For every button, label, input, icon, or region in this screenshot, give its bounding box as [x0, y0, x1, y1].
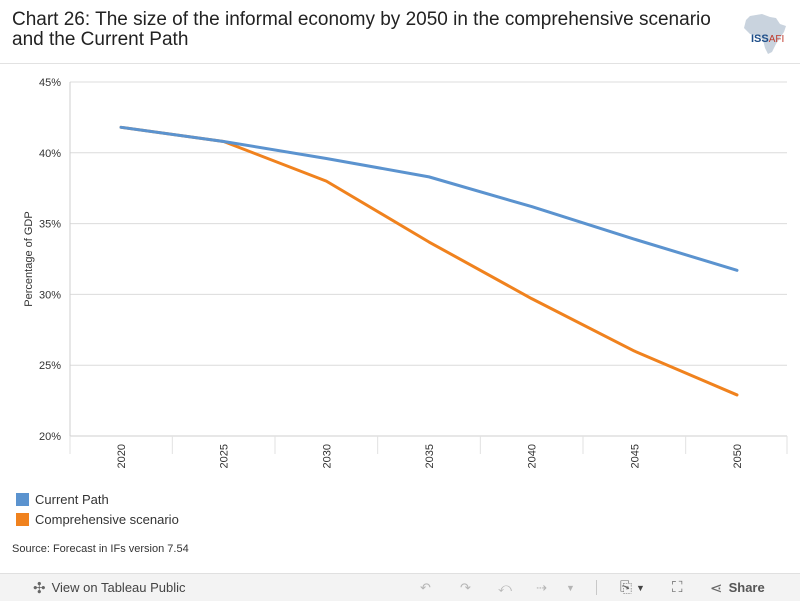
legend-label-current-path: Current Path	[35, 491, 109, 507]
view-on-tableau-label: View on Tableau Public	[51, 580, 186, 595]
header-divider	[0, 63, 800, 64]
share-icon: ⋖	[710, 579, 723, 597]
share-button[interactable]: ⋖ Share	[710, 574, 765, 601]
y-tick-label: 30%	[39, 289, 61, 301]
revert-icon: ⤺	[498, 579, 512, 595]
logo-main: ISS	[751, 33, 769, 45]
legend-item-current-path[interactable]: Current Path	[16, 489, 179, 509]
x-tick-label: 2035	[424, 444, 436, 468]
legend-item-comprehensive[interactable]: Comprehensive scenario	[16, 509, 179, 529]
tableau-toolbar: ✣ View on Tableau Public ↶ ↷ ⤺ ⇢ ▼ ⎘ ▼ ⛶…	[0, 573, 800, 601]
redo-icon: ↷	[460, 579, 471, 595]
chart-title: Chart 26: The size of the informal econo…	[12, 9, 711, 50]
x-tick-label: 2040	[527, 444, 539, 468]
refresh-icon: ⇢	[536, 579, 547, 595]
x-tick-label: 2045	[629, 444, 641, 468]
download-icon: ⎘	[620, 579, 633, 596]
y-tick-label: 25%	[39, 360, 61, 372]
legend: Current Path Comprehensive scenario	[16, 489, 179, 529]
series-line-comprehensive	[119, 125, 739, 397]
fullscreen-icon: ⛶	[672, 579, 683, 596]
redo-button[interactable]: ↷	[460, 574, 471, 601]
tableau-icon: ✣	[33, 579, 46, 597]
legend-label-comprehensive: Comprehensive scenario	[35, 511, 179, 527]
pause-dropdown[interactable]: ▼	[566, 574, 575, 601]
download-button[interactable]: ⎘ ▼	[620, 574, 645, 601]
download-chevron-icon: ▼	[636, 582, 645, 593]
legend-swatch-comprehensive	[16, 512, 29, 526]
x-tick-label: 2025	[219, 444, 231, 468]
refresh-button[interactable]: ⇢	[536, 574, 547, 601]
africa-shape	[744, 14, 786, 54]
logo-sub: AFI	[768, 34, 785, 45]
share-label: Share	[728, 580, 765, 595]
y-tick-label: 35%	[39, 219, 61, 231]
undo-button[interactable]: ↶	[420, 574, 431, 601]
legend-swatch-current-path	[16, 492, 29, 506]
y-axis-label: Percentage of GDP	[23, 211, 35, 306]
y-tick-label: 40%	[39, 148, 61, 160]
x-tick-label: 2030	[321, 444, 333, 468]
toolbar-separator	[596, 580, 597, 595]
africa-map-logo	[744, 14, 786, 54]
revert-button[interactable]: ⤺	[498, 574, 512, 601]
line-chart: 20% 25% 30% 35% 40% 45% 2020 2025 2030 2035 2040 20…	[23, 77, 788, 468]
y-tick-label: 20%	[39, 431, 61, 443]
source-note: Source: Forecast in IFs version 7.54	[12, 543, 189, 555]
fullscreen-button[interactable]: ⛶	[672, 574, 683, 601]
x-tick-label: 2020	[116, 444, 128, 468]
series-line-current-path	[119, 125, 739, 272]
x-tick-label: 2050	[732, 444, 744, 468]
chevron-down-icon: ▼	[566, 582, 575, 593]
iss-afi-logo: ISSAFI	[751, 33, 784, 45]
undo-icon: ↶	[420, 579, 431, 595]
view-on-tableau-button[interactable]: ✣ View on Tableau Public	[33, 574, 186, 601]
y-tick-label: 45%	[39, 77, 61, 89]
